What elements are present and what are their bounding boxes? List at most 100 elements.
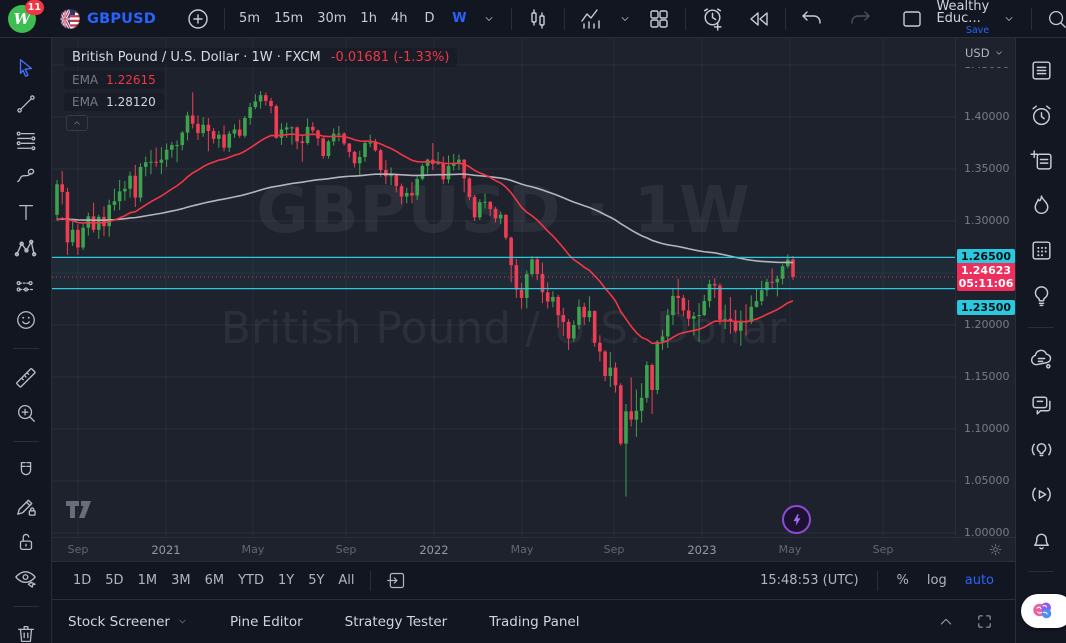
sidebar-divider	[1028, 571, 1054, 572]
toolbar-divider	[785, 7, 787, 30]
eye-cursor-icon	[15, 570, 36, 588]
timeframe-30m[interactable]: 30m	[317, 11, 347, 26]
tool-hide-all-drawings[interactable]	[9, 561, 43, 595]
indicators-menu-button[interactable]	[611, 5, 639, 33]
main-menu-button[interactable]: W 11	[6, 0, 44, 36]
range-5y[interactable]: 5Y	[308, 573, 325, 588]
lightbulb-broadcast-icon	[1031, 442, 1051, 456]
tool-zoom-in[interactable]	[9, 396, 43, 430]
legend-collapse-button[interactable]	[66, 115, 88, 131]
range-1d[interactable]: 1D	[73, 573, 92, 588]
panel-ideas[interactable]	[1024, 276, 1058, 314]
tool-emoji[interactable]	[9, 303, 43, 337]
minds-cloud-icon	[1030, 349, 1051, 369]
bell-icon	[1033, 533, 1049, 549]
tool-magnet[interactable]	[9, 453, 43, 487]
symbol-compare-add-button[interactable]	[180, 5, 216, 33]
panel-notes[interactable]	[1024, 141, 1058, 179]
calendar-icon	[1031, 240, 1051, 260]
redo-button[interactable]	[842, 5, 878, 33]
chat-bubbles-icon	[1031, 395, 1051, 415]
range-3m[interactable]: 3M	[171, 573, 191, 588]
ema-legend-row[interactable]: EMA 1.28120	[64, 93, 164, 111]
panel-minds[interactable]	[1024, 340, 1058, 378]
tab-pine-editor[interactable]: Pine Editor	[230, 614, 303, 630]
tool-text[interactable]	[9, 195, 43, 229]
panel-streams[interactable]	[1024, 475, 1058, 513]
tab-label: Strategy Tester	[344, 613, 448, 630]
chevron-up-icon[interactable]	[938, 614, 954, 630]
timeframe-4h[interactable]: 4h	[390, 11, 408, 26]
panel-watchlist[interactable]	[1024, 51, 1058, 89]
tool-fib-retracement[interactable]	[9, 123, 43, 157]
go-to-date-icon	[386, 572, 404, 589]
timeframe-1h[interactable]: 1h	[360, 11, 377, 26]
timeframe-1w-active[interactable]: W	[452, 11, 467, 26]
indicator-templates-button[interactable]	[641, 5, 677, 33]
log-scale-button[interactable]: log	[926, 573, 947, 588]
currency-label: USD	[965, 45, 990, 60]
redo-arrow-icon	[851, 10, 871, 24]
save-layout-link[interactable]: Save	[965, 24, 990, 36]
footer-panel: Stock Screener Pine Editor Strategy Test…	[52, 599, 1015, 643]
tradingview-logo[interactable]	[66, 501, 96, 522]
bar-replay-button[interactable]	[741, 5, 777, 33]
tab-stock-screener[interactable]: Stock Screener	[68, 614, 188, 630]
tool-cursor[interactable]	[9, 51, 43, 85]
chart-style-button[interactable]	[520, 5, 556, 33]
last-price-label: 1.24623 05:11:06	[957, 262, 1015, 291]
tab-trading-panel[interactable]: Trading Panel	[489, 614, 579, 630]
chart-plot-area[interactable]: GBPUSD · 1W British Pound / U.S. Dollar …	[52, 38, 955, 537]
timeframe-menu-button[interactable]	[475, 5, 503, 33]
range-ytd[interactable]: YTD	[238, 573, 264, 588]
indicators-button[interactable]	[573, 5, 609, 33]
range-1y[interactable]: 1Y	[277, 573, 295, 588]
auto-scale-button[interactable]: auto	[964, 573, 994, 588]
layout-name-button[interactable]: Wealthy Educ... Save	[932, 0, 993, 37]
layout-select-button[interactable]	[894, 5, 930, 33]
range-5d[interactable]: 5D	[105, 573, 124, 588]
range-all[interactable]: All	[338, 573, 355, 588]
timeframe-15m[interactable]: 15m	[273, 11, 304, 26]
range-6m[interactable]: 6M	[204, 573, 225, 588]
quick-search-button[interactable]	[1040, 5, 1066, 33]
symbol-legend-row[interactable]: British Pound / U.S. Dollar · 1W · FXCM …	[64, 48, 458, 67]
tool-brush[interactable]	[9, 159, 43, 193]
alert-clock-plus-icon	[704, 8, 723, 31]
time-axis-settings-button[interactable]	[988, 542, 1003, 557]
tool-measure[interactable]	[9, 360, 43, 394]
candlestick-chart[interactable]	[52, 38, 955, 537]
tool-lock-all-drawings[interactable]	[9, 525, 43, 559]
layout-menu-button[interactable]	[995, 5, 1023, 33]
tool-stay-in-drawing-mode[interactable]	[9, 489, 43, 523]
range-1m[interactable]: 1M	[137, 573, 158, 588]
symbol-button[interactable]: GBPUSD	[52, 5, 164, 33]
ema-legend-row[interactable]: EMA 1.22615	[64, 71, 164, 89]
go-to-date-button[interactable]	[379, 566, 414, 595]
undo-button[interactable]	[794, 5, 830, 33]
tab-strategy-tester[interactable]: Strategy Tester	[345, 614, 448, 630]
streams-play-icon	[1031, 487, 1051, 501]
time-clock[interactable]: 15:48:53 (UTC)	[760, 573, 859, 588]
panel-calendar[interactable]	[1024, 231, 1058, 269]
fullscreen-icon[interactable]	[976, 613, 993, 630]
flash-extension-button[interactable]	[782, 505, 811, 534]
percent-scale-button[interactable]: %	[896, 573, 909, 588]
undo-arrow-icon	[802, 10, 822, 24]
ai-extension-button[interactable]	[1021, 594, 1066, 628]
tool-xabcd-pattern[interactable]	[9, 231, 43, 265]
panel-chat[interactable]	[1024, 385, 1058, 423]
timeframe-5m[interactable]: 5m	[239, 11, 260, 26]
timeframe-1d[interactable]: D	[424, 11, 435, 26]
panel-alerts[interactable]	[1024, 96, 1058, 134]
tool-trend-line[interactable]	[9, 87, 43, 121]
price-axis-currency[interactable]: USD	[956, 38, 1015, 67]
create-alert-button[interactable]	[694, 5, 731, 33]
panel-live-ideas[interactable]	[1024, 430, 1058, 468]
time-axis[interactable]: Sep 2021 May Sep 2022 May Sep 2023 May Sep	[52, 537, 1015, 561]
tool-forecast[interactable]	[9, 267, 43, 301]
price-axis[interactable]: USD 1.450001.400001.350001.300001.250001…	[955, 38, 1015, 539]
tool-remove-all[interactable]	[9, 617, 43, 643]
panel-hotlists[interactable]	[1024, 186, 1058, 224]
panel-notifications[interactable]	[1024, 520, 1058, 558]
